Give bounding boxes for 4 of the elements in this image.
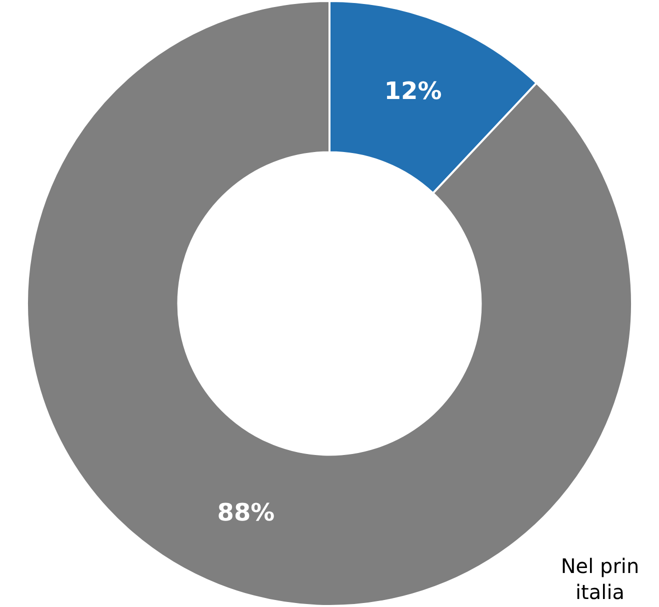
text: italia: [575, 580, 625, 604]
data-label: 12%: [384, 76, 442, 105]
text: Nel prin: [560, 554, 640, 578]
data-label: 88%: [217, 498, 275, 527]
